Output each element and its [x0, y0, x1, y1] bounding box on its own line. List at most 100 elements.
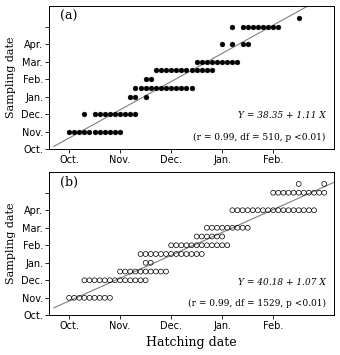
Point: [128, 269, 133, 274]
Point: [168, 251, 174, 257]
Point: [189, 67, 194, 73]
Point: [194, 59, 199, 65]
Point: [82, 295, 87, 301]
Point: [143, 76, 148, 82]
Point: [245, 24, 251, 29]
Point: [92, 278, 97, 283]
Text: (r = 0.99, df = 510, p <0.01): (r = 0.99, df = 510, p <0.01): [193, 133, 326, 142]
Point: [173, 67, 179, 73]
Point: [311, 207, 317, 213]
Point: [102, 129, 107, 135]
Point: [148, 260, 153, 266]
Point: [235, 207, 240, 213]
Point: [158, 251, 164, 257]
Point: [204, 234, 209, 239]
Point: [219, 41, 225, 47]
Point: [286, 190, 291, 196]
Point: [178, 242, 184, 248]
X-axis label: Hatching date: Hatching date: [146, 337, 237, 349]
Point: [296, 15, 302, 21]
Point: [224, 242, 230, 248]
Point: [230, 24, 235, 29]
Point: [255, 207, 261, 213]
Point: [230, 41, 235, 47]
Point: [199, 251, 204, 257]
Point: [133, 85, 138, 91]
Point: [266, 207, 271, 213]
Point: [230, 59, 235, 65]
Point: [219, 225, 225, 231]
Point: [204, 225, 209, 231]
Point: [163, 85, 169, 91]
Point: [168, 242, 174, 248]
Point: [204, 59, 209, 65]
Point: [163, 251, 169, 257]
Point: [296, 207, 302, 213]
Point: [281, 207, 286, 213]
Point: [178, 251, 184, 257]
Point: [138, 269, 143, 274]
Point: [255, 24, 261, 29]
Point: [133, 111, 138, 117]
Point: [271, 207, 276, 213]
Point: [219, 59, 225, 65]
Point: [122, 278, 128, 283]
Point: [148, 85, 153, 91]
Point: [148, 76, 153, 82]
Point: [296, 190, 302, 196]
Point: [117, 278, 123, 283]
Point: [173, 85, 179, 91]
Point: [291, 207, 296, 213]
Text: Y = 40.18 + 1.07 X: Y = 40.18 + 1.07 X: [238, 278, 326, 286]
Point: [133, 269, 138, 274]
Point: [214, 234, 220, 239]
Point: [281, 190, 286, 196]
Point: [102, 111, 107, 117]
Point: [117, 269, 123, 274]
Point: [214, 59, 220, 65]
Point: [199, 67, 204, 73]
Point: [66, 129, 72, 135]
Point: [266, 24, 271, 29]
Point: [92, 295, 97, 301]
Point: [143, 269, 148, 274]
Point: [306, 207, 312, 213]
Point: [158, 67, 164, 73]
Point: [153, 251, 158, 257]
Point: [158, 269, 164, 274]
Point: [143, 94, 148, 99]
Point: [102, 295, 107, 301]
Point: [184, 251, 189, 257]
Point: [194, 67, 199, 73]
Point: [117, 111, 123, 117]
Point: [128, 94, 133, 99]
Point: [322, 181, 327, 187]
Point: [153, 67, 158, 73]
Point: [112, 111, 118, 117]
Point: [271, 190, 276, 196]
Point: [199, 59, 204, 65]
Point: [209, 59, 215, 65]
Point: [97, 129, 102, 135]
Point: [148, 269, 153, 274]
Point: [199, 234, 204, 239]
Point: [82, 278, 87, 283]
Point: [107, 111, 113, 117]
Point: [301, 190, 307, 196]
Point: [153, 85, 158, 91]
Point: [138, 251, 143, 257]
Point: [122, 269, 128, 274]
Point: [143, 85, 148, 91]
Point: [240, 24, 245, 29]
Point: [133, 94, 138, 99]
Point: [76, 129, 82, 135]
Point: [276, 24, 281, 29]
Point: [173, 251, 179, 257]
Point: [235, 225, 240, 231]
Point: [138, 85, 143, 91]
Point: [240, 225, 245, 231]
Point: [163, 67, 169, 73]
Point: [224, 225, 230, 231]
Point: [219, 242, 225, 248]
Point: [230, 225, 235, 231]
